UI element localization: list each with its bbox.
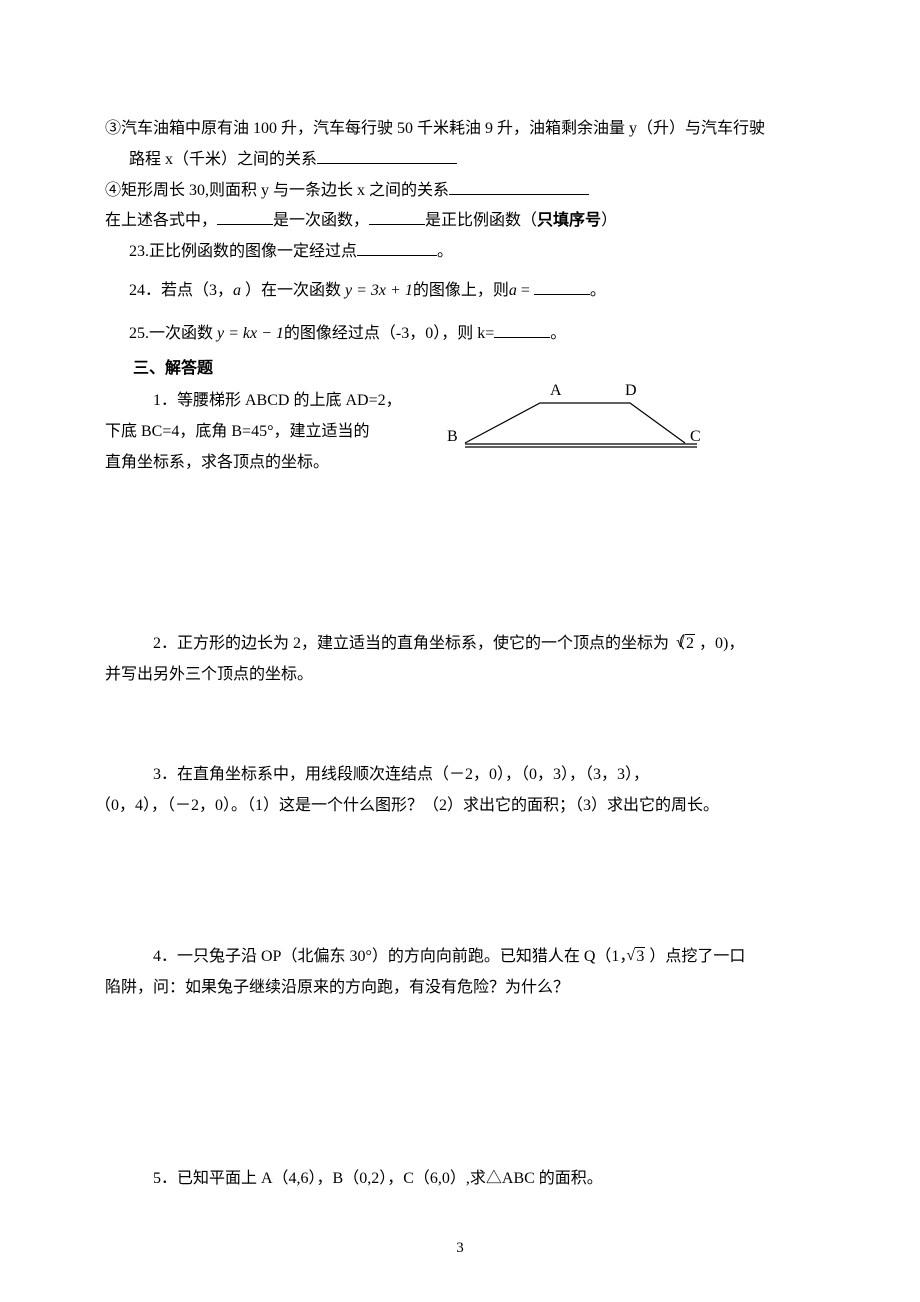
gap-3 [105, 823, 815, 943]
p2-b: ，0)， [695, 635, 744, 652]
q25-a: 25.一次函数 [129, 325, 217, 342]
q24-b: ）在一次函数 [241, 282, 345, 299]
p4-line2: 陷阱，问：如果兔子继续沿原来的方向跑，有没有危险？为什么？ [105, 974, 815, 1003]
q23-b: 。 [437, 243, 453, 260]
q24-eq: y = 3x + 1 [345, 282, 413, 299]
blank-item4 [449, 179, 589, 195]
blank-item3 [317, 148, 457, 164]
page-number: 3 [0, 1235, 920, 1262]
q23: 23.正比例函数的图像一定经过点 。 [105, 238, 815, 267]
label-b: B [447, 428, 458, 445]
p1-l3: 直角坐标系，求各顶点的坐标。 [105, 449, 405, 478]
item-4-text: ④矩形周长 30,则面积 y 与一条边长 x 之间的关系 [105, 182, 449, 199]
p4-a: 4．一只兔子沿 OP（北偏东 30°）的方向向前跑。已知猎人在 Q（1， [153, 948, 635, 965]
p4-line1: 4．一只兔子沿 OP（北偏东 30°）的方向向前跑。已知猎人在 Q（1，3√ ）… [105, 943, 815, 972]
p2-line2: 并写出另外三个顶点的坐标。 [105, 661, 815, 690]
q24: 24．若点（3，a ）在一次函数 y = 3x + 1的图像上，则a = 。 [105, 277, 815, 306]
p5: 5．已知平面上 A（4,6），B（0,2），C（6,0）,求△ABC 的面积。 [105, 1165, 815, 1194]
label-d: D [625, 382, 637, 399]
gap-1 [105, 480, 815, 630]
item-3-text-b: 路程 x（千米）之间的关系 [129, 151, 317, 168]
summary-c: 是正比例函数（ [425, 212, 537, 229]
blank-sum-2 [369, 209, 425, 225]
trapezoid-sides [465, 403, 685, 443]
q24-var-a: a [233, 282, 241, 299]
blank-q25 [494, 322, 550, 338]
q24-e: 。 [590, 282, 606, 299]
item-3-line-2: 路程 x（千米）之间的关系 [105, 146, 815, 175]
summary-b: 是一次函数， [273, 212, 369, 229]
q24-var-a2: a [509, 282, 517, 299]
q24-a: 24．若点（3， [129, 282, 233, 299]
gap-2 [105, 691, 815, 761]
q24-d: = [517, 282, 534, 299]
blank-q23 [357, 240, 437, 256]
section-3-title: 三、解答题 [105, 355, 815, 384]
summary-d: 只填序号 [537, 212, 601, 229]
problem-1-text: 1．等腰梯形 ABCD 的上底 AD=2， 下底 BC=4，底角 B=45°，建… [105, 387, 405, 479]
p2-line1: 2．正方形的边长为 2，建立适当的直角坐标系，使它的一个顶点的坐标为（2√ ，0… [105, 630, 815, 659]
item-4: ④矩形周长 30,则面积 y 与一条边长 x 之间的关系 [105, 177, 815, 206]
q25-b: 的图像经过点（-3，0），则 k= [284, 325, 494, 342]
q25: 25.一次函数 y = kx − 1的图像经过点（-3，0），则 k= 。 [105, 320, 815, 349]
p3-line2: （0，4），（－2，0）。（1）这是一个什么图形？（2）求出它的面积；（3）求出… [95, 792, 815, 821]
p3-line1: 3．在直角坐标系中，用线段顺次连结点（－2，0），（0，3），（3，3）， [105, 761, 815, 790]
sqrt3: 3√ [635, 943, 645, 972]
sqrt2: 2√ [685, 630, 695, 659]
q24-c: 的图像上，则 [413, 282, 509, 299]
summary-e: ） [601, 212, 617, 229]
q25-eq: y = kx − 1 [217, 325, 284, 342]
label-c: C [690, 428, 701, 445]
q25-c: 。 [550, 325, 566, 342]
label-a: A [550, 382, 562, 399]
p1-l2: 下底 BC=4，底角 B=45°，建立适当的 [105, 418, 405, 447]
p1-l1: 1．等腰梯形 ABCD 的上底 AD=2， [105, 387, 405, 416]
blank-q24 [534, 279, 590, 295]
q23-a: 23.正比例函数的图像一定经过点 [129, 243, 357, 260]
p4-b: ）点挖了一口 [645, 948, 745, 965]
p2-a: 2．正方形的边长为 2，建立适当的直角坐标系，使它的一个顶点的坐标为（ [153, 635, 685, 652]
summary-a: 在上述各式中， [105, 212, 217, 229]
problem-1: 1．等腰梯形 ABCD 的上底 AD=2， 下底 BC=4，底角 B=45°，建… [105, 387, 815, 479]
blank-sum-1 [217, 209, 273, 225]
gap-4 [105, 1005, 815, 1165]
item-3-line-1: ③汽车油箱中原有油 100 升，汽车每行驶 50 千米耗油 9 升，油箱剩余油量… [105, 115, 815, 144]
trapezoid-diagram: A D B C [425, 381, 715, 461]
summary-line: 在上述各式中， 是一次函数， 是正比例函数（只填序号） [105, 207, 815, 236]
